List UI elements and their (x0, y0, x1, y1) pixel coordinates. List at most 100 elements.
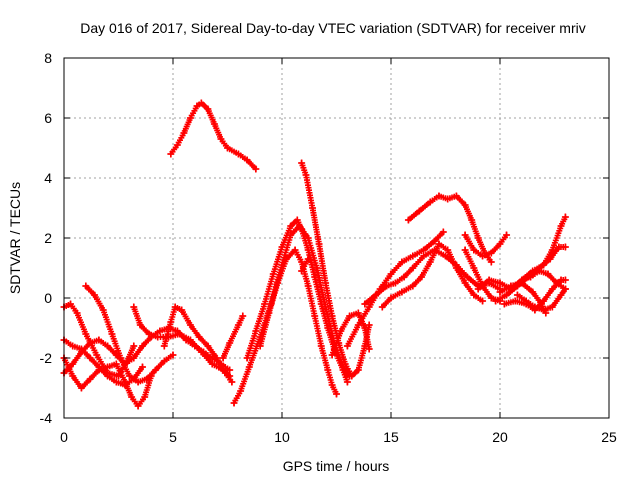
data-point (204, 342, 212, 350)
x-tick-label: 10 (274, 429, 290, 445)
data-point (160, 357, 168, 365)
data-point (311, 273, 319, 281)
x-tick-label: 0 (60, 429, 68, 445)
data-point (365, 321, 373, 329)
series-arc-26 (527, 267, 569, 293)
series-arc-7 (160, 303, 236, 386)
data-point (274, 279, 282, 287)
data-point (269, 270, 277, 278)
data-point (511, 297, 519, 305)
data-point (557, 291, 565, 299)
data-point (492, 297, 500, 305)
data-point (287, 222, 295, 230)
y-tick-label: 8 (44, 50, 52, 66)
data-point (112, 378, 120, 386)
data-point (479, 297, 487, 305)
data-point (171, 303, 179, 311)
data-point (548, 303, 556, 311)
data-point (197, 99, 205, 107)
data-point (138, 363, 146, 371)
data-point (108, 330, 116, 338)
data-point (180, 129, 188, 137)
data-point (435, 240, 443, 248)
data-point (431, 237, 439, 245)
data-point (125, 372, 133, 380)
y-tick-labels: -4 -2 0 2 4 6 8 (40, 50, 53, 426)
data-point (228, 378, 236, 386)
data-series (60, 99, 569, 410)
data-point (496, 288, 504, 296)
data-point (546, 255, 554, 263)
data-point (69, 372, 77, 380)
data-point (252, 327, 260, 335)
data-point (444, 195, 452, 203)
x-tick-label: 25 (601, 429, 617, 445)
data-point (474, 285, 482, 293)
data-point (474, 234, 482, 242)
data-point (343, 342, 351, 350)
data-point (304, 246, 312, 254)
data-point (226, 366, 234, 374)
data-point (328, 381, 336, 389)
data-point (77, 348, 85, 356)
data-point (387, 294, 395, 302)
data-point (522, 297, 530, 305)
data-point (304, 282, 312, 290)
data-point (178, 306, 186, 314)
data-point (298, 225, 306, 233)
data-point (461, 201, 469, 209)
data-point (527, 273, 535, 281)
data-point (548, 285, 556, 293)
data-point (121, 378, 129, 386)
data-point (426, 258, 434, 266)
data-point (261, 300, 269, 308)
data-point (93, 351, 101, 359)
y-axis-label: SDTVAR / TECUs (7, 182, 23, 294)
data-point (561, 213, 569, 221)
data-point (322, 279, 330, 287)
data-point (141, 393, 149, 401)
series-markers (167, 100, 259, 172)
data-point (298, 267, 306, 275)
data-point (383, 282, 391, 290)
data-point (112, 351, 120, 359)
data-point (237, 387, 245, 395)
series-arc-13 (298, 255, 312, 275)
data-point (409, 264, 417, 272)
data-point (204, 105, 212, 113)
y-tick-label: 0 (44, 290, 52, 306)
series-arc-8 (219, 312, 247, 362)
data-point (343, 378, 351, 386)
data-point (529, 288, 537, 296)
data-point (210, 120, 218, 128)
series-arc-6 (130, 303, 234, 380)
grid-lines (64, 58, 609, 418)
data-point (365, 303, 373, 311)
data-point (442, 252, 449, 260)
data-point (95, 336, 103, 344)
data-point (309, 204, 317, 212)
data-point (169, 351, 177, 359)
data-point (400, 273, 408, 281)
data-point (324, 366, 332, 374)
data-point (243, 156, 251, 164)
data-point (537, 300, 545, 308)
data-point (136, 321, 144, 329)
data-point (213, 354, 221, 362)
data-point (418, 273, 426, 281)
data-point (154, 333, 162, 341)
data-point (67, 300, 75, 308)
series-arc-9 (167, 99, 260, 173)
data-point (544, 270, 552, 278)
y-tick-label: -2 (40, 350, 53, 366)
data-point (230, 399, 238, 407)
data-point (104, 342, 112, 350)
data-point (219, 354, 227, 362)
data-point (439, 228, 447, 236)
data-point (542, 309, 550, 317)
data-point (293, 216, 301, 224)
data-point (195, 333, 203, 341)
data-point (487, 249, 495, 257)
data-point (278, 243, 286, 251)
data-point (328, 312, 336, 320)
